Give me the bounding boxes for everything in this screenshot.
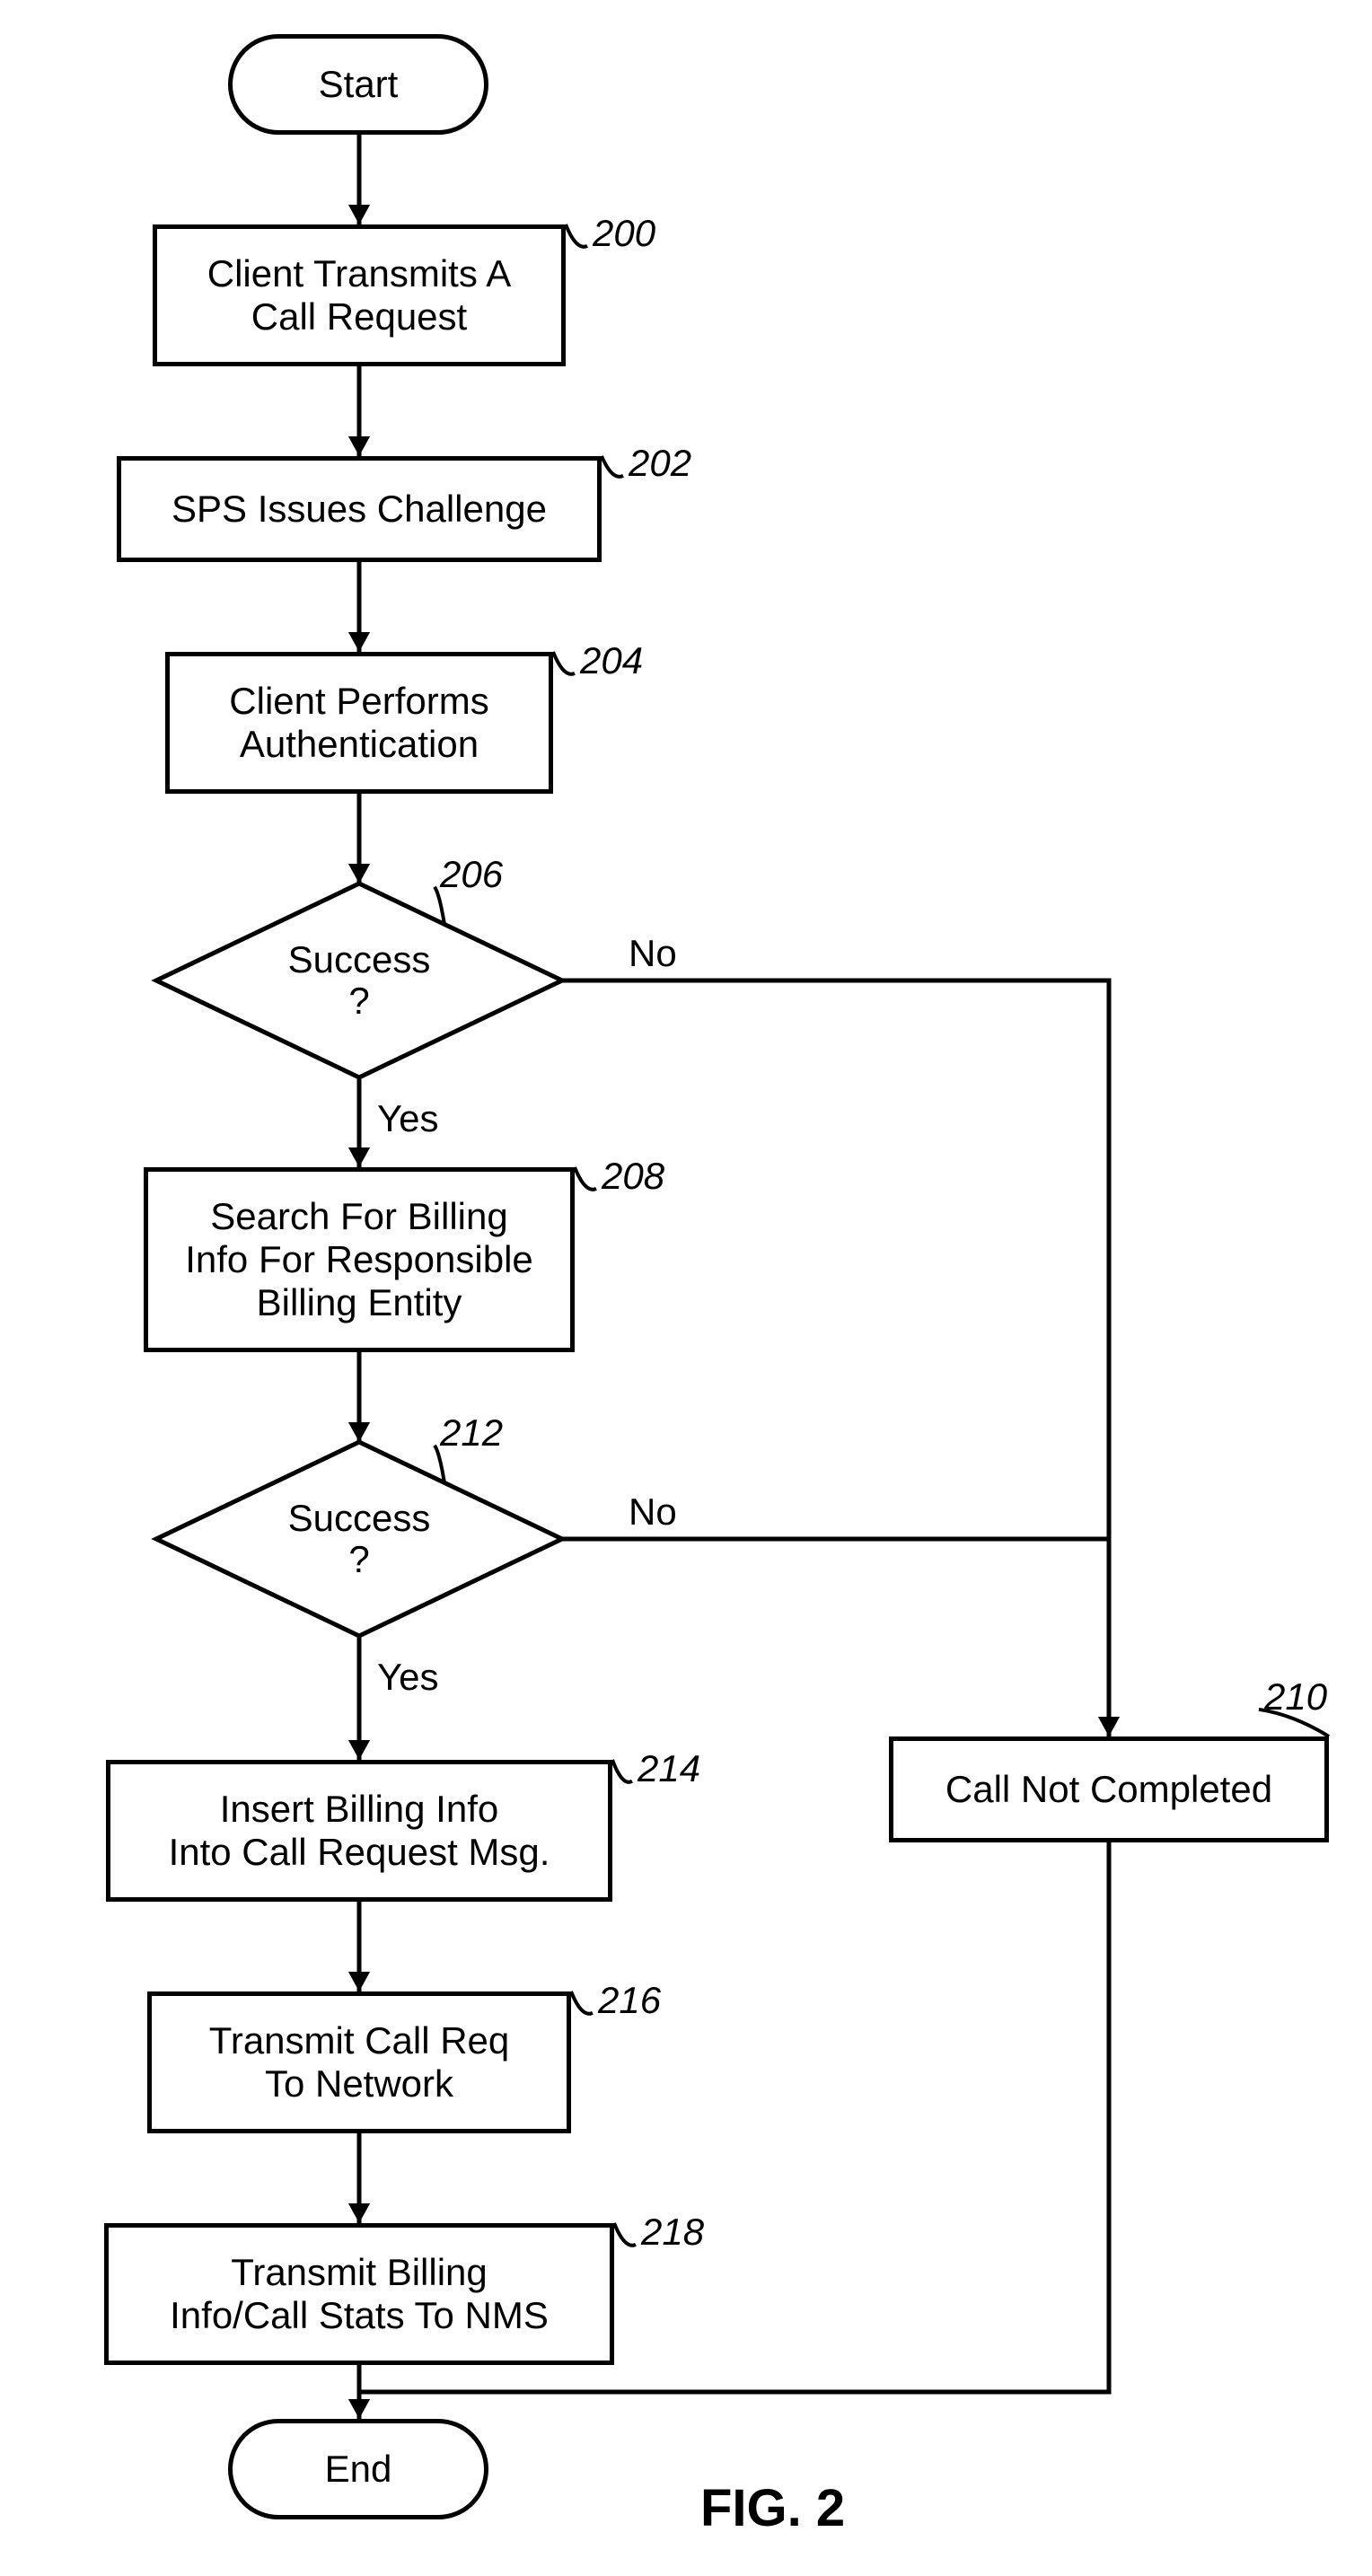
process-p216: Transmit Call ReqTo Network (147, 1991, 571, 2133)
process-p202: SPS Issues Challenge (117, 456, 602, 562)
process-p200: Client Transmits ACall Request (153, 224, 566, 366)
terminator-end: End (228, 2419, 488, 2519)
decision-label-d206: Success? (156, 884, 562, 1077)
ref-p202: 202 (629, 442, 691, 485)
ref-p200: 200 (593, 212, 655, 255)
ref-p204: 204 (580, 639, 643, 682)
process-p218: Transmit BillingInfo/Call Stats To NMS (104, 2223, 614, 2365)
edge-label-no2: No (629, 1490, 677, 1534)
process-p204: Client PerformsAuthentication (165, 652, 553, 794)
edge-label-yes1: Yes (377, 1097, 439, 1140)
connector (562, 980, 1109, 1736)
flowchart-canvas: Success?206Success?212StartEndClient Tra… (0, 0, 1372, 2576)
process-p210: Call Not Completed (889, 1736, 1329, 1842)
ref-p214: 214 (638, 1747, 700, 1790)
ref-p216: 216 (598, 1979, 661, 2022)
decision-label-d212: Success? (156, 1442, 562, 1636)
process-p208: Search For BillingInfo For ResponsibleBi… (144, 1167, 575, 1352)
ref-p218: 218 (641, 2211, 704, 2254)
edge-label-no1: No (629, 932, 677, 975)
ref-d206: 206 (440, 853, 503, 896)
terminator-start: Start (228, 34, 488, 135)
ref-p208: 208 (602, 1155, 664, 1198)
figure-label: FIG. 2 (700, 2478, 845, 2538)
ref-d212: 212 (440, 1411, 503, 1455)
ref-p210: 210 (1264, 1675, 1327, 1719)
process-p214: Insert Billing InfoInto Call Request Msg… (106, 1760, 612, 1902)
edge-label-yes2: Yes (377, 1656, 439, 1699)
